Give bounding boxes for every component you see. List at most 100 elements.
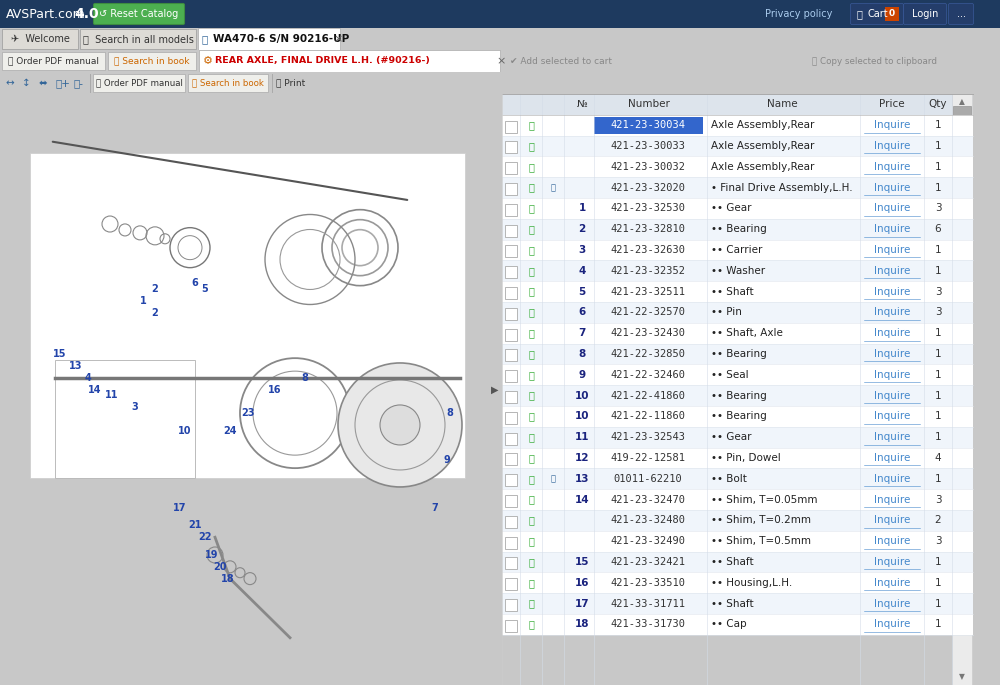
Text: ↺ Reset Catalog: ↺ Reset Catalog bbox=[99, 9, 179, 19]
Text: 8: 8 bbox=[578, 349, 586, 359]
Text: 📊: 📊 bbox=[550, 183, 556, 192]
Text: Inquire: Inquire bbox=[874, 412, 910, 421]
Bar bbox=[505, 578, 517, 590]
Bar bbox=[502, 115, 973, 136]
Text: 421-22-41860: 421-22-41860 bbox=[610, 390, 686, 401]
Text: •• Bearing: •• Bearing bbox=[711, 412, 767, 421]
Text: 17: 17 bbox=[575, 599, 589, 608]
Bar bbox=[505, 391, 517, 403]
Bar bbox=[502, 219, 973, 240]
Bar bbox=[502, 198, 973, 219]
Text: 3: 3 bbox=[935, 203, 941, 214]
Bar bbox=[505, 536, 517, 549]
Text: 📘: 📘 bbox=[202, 34, 208, 44]
Text: 2: 2 bbox=[935, 515, 941, 525]
Text: 12: 12 bbox=[575, 453, 589, 463]
Text: Axle Assembly,Rear: Axle Assembly,Rear bbox=[711, 120, 814, 130]
Text: 1: 1 bbox=[935, 412, 941, 421]
Text: Inquire: Inquire bbox=[874, 286, 910, 297]
Text: 421-33-31711: 421-33-31711 bbox=[610, 599, 686, 608]
Text: 10: 10 bbox=[575, 412, 589, 421]
Text: Cart: Cart bbox=[868, 9, 889, 19]
Text: 24: 24 bbox=[223, 426, 237, 436]
Text: 13: 13 bbox=[575, 474, 589, 484]
Text: ✔ Add selected to cart: ✔ Add selected to cart bbox=[510, 56, 612, 66]
Text: • Final Drive Assembly,L.H.: • Final Drive Assembly,L.H. bbox=[711, 183, 853, 192]
Text: Axle Assembly,Rear: Axle Assembly,Rear bbox=[711, 141, 814, 151]
Text: 20: 20 bbox=[213, 562, 227, 572]
FancyBboxPatch shape bbox=[850, 3, 904, 25]
Text: 1: 1 bbox=[935, 120, 941, 130]
Text: 9: 9 bbox=[444, 456, 450, 465]
Bar bbox=[502, 469, 973, 489]
Circle shape bbox=[380, 405, 420, 445]
Text: 23: 23 bbox=[241, 408, 255, 418]
Text: 🛒: 🛒 bbox=[528, 474, 534, 484]
Circle shape bbox=[338, 363, 462, 487]
Bar bbox=[505, 121, 517, 133]
Text: Price: Price bbox=[879, 99, 905, 110]
Bar bbox=[505, 433, 517, 445]
Text: •• Bolt: •• Bolt bbox=[711, 474, 747, 484]
Text: 11: 11 bbox=[575, 432, 589, 443]
Text: 3: 3 bbox=[935, 495, 941, 505]
Text: 📋 Copy selected to clipboard: 📋 Copy selected to clipboard bbox=[812, 56, 937, 66]
Text: 421-23-33510: 421-23-33510 bbox=[610, 578, 686, 588]
Text: 1: 1 bbox=[935, 266, 941, 276]
Text: 421-23-32511: 421-23-32511 bbox=[610, 286, 686, 297]
Text: 1: 1 bbox=[935, 432, 941, 443]
Text: •• Cap: •• Cap bbox=[711, 619, 747, 630]
Text: 15: 15 bbox=[53, 349, 67, 359]
Bar bbox=[505, 558, 517, 569]
Bar bbox=[502, 94, 973, 115]
Text: 3: 3 bbox=[132, 402, 138, 412]
Text: 🛒: 🛒 bbox=[528, 370, 534, 379]
Text: 🛒: 🛒 bbox=[528, 495, 534, 505]
Text: ↔: ↔ bbox=[5, 78, 14, 88]
FancyBboxPatch shape bbox=[94, 3, 184, 25]
FancyBboxPatch shape bbox=[904, 3, 946, 25]
Text: 421-23-32480: 421-23-32480 bbox=[610, 515, 686, 525]
Bar bbox=[93, 74, 185, 92]
Text: 8: 8 bbox=[302, 373, 308, 383]
Text: 🛒: 🛒 bbox=[528, 412, 534, 421]
Text: 4.0: 4.0 bbox=[74, 7, 99, 21]
Text: ×: × bbox=[496, 56, 505, 66]
Bar bbox=[505, 141, 517, 153]
Text: Inquire: Inquire bbox=[874, 474, 910, 484]
Text: 🛒: 🛒 bbox=[528, 557, 534, 567]
Text: Inquire: Inquire bbox=[874, 141, 910, 151]
Text: 18: 18 bbox=[221, 573, 235, 584]
Bar bbox=[502, 489, 973, 510]
Text: 10: 10 bbox=[575, 390, 589, 401]
Text: 🛒: 🛒 bbox=[528, 120, 534, 130]
Text: •• Gear: •• Gear bbox=[711, 432, 752, 443]
Text: 📄 Order PDF manual: 📄 Order PDF manual bbox=[8, 56, 98, 66]
Text: •• Bearing: •• Bearing bbox=[711, 390, 767, 401]
Text: 421-22-32850: 421-22-32850 bbox=[610, 349, 686, 359]
Text: 421-23-32543: 421-23-32543 bbox=[610, 432, 686, 443]
Text: •• Shaft: •• Shaft bbox=[711, 599, 754, 608]
Text: 421-22-11860: 421-22-11860 bbox=[610, 412, 686, 421]
Text: 10: 10 bbox=[178, 426, 192, 436]
Text: 01011-62210: 01011-62210 bbox=[614, 474, 682, 484]
Text: 🛒: 🛒 bbox=[528, 266, 534, 276]
Text: 421-23-32421: 421-23-32421 bbox=[610, 557, 686, 567]
Text: 5: 5 bbox=[202, 284, 208, 294]
Text: 🛒: 🛒 bbox=[528, 308, 534, 317]
Text: 🛒: 🛒 bbox=[528, 599, 534, 608]
Text: •• Pin, Dowel: •• Pin, Dowel bbox=[711, 453, 781, 463]
Text: 🛒: 🛒 bbox=[528, 203, 534, 214]
Bar bbox=[505, 620, 517, 632]
Bar bbox=[952, 94, 972, 685]
Text: Privacy policy: Privacy policy bbox=[765, 9, 832, 19]
Text: 🛒: 🛒 bbox=[528, 141, 534, 151]
Text: 1: 1 bbox=[935, 141, 941, 151]
Bar bbox=[953, 106, 971, 124]
Text: ↕: ↕ bbox=[22, 78, 31, 88]
Text: Inquire: Inquire bbox=[874, 266, 910, 276]
Text: 7: 7 bbox=[578, 328, 586, 338]
Bar bbox=[505, 349, 517, 362]
Text: Inquire: Inquire bbox=[874, 162, 910, 172]
Bar bbox=[505, 204, 517, 216]
